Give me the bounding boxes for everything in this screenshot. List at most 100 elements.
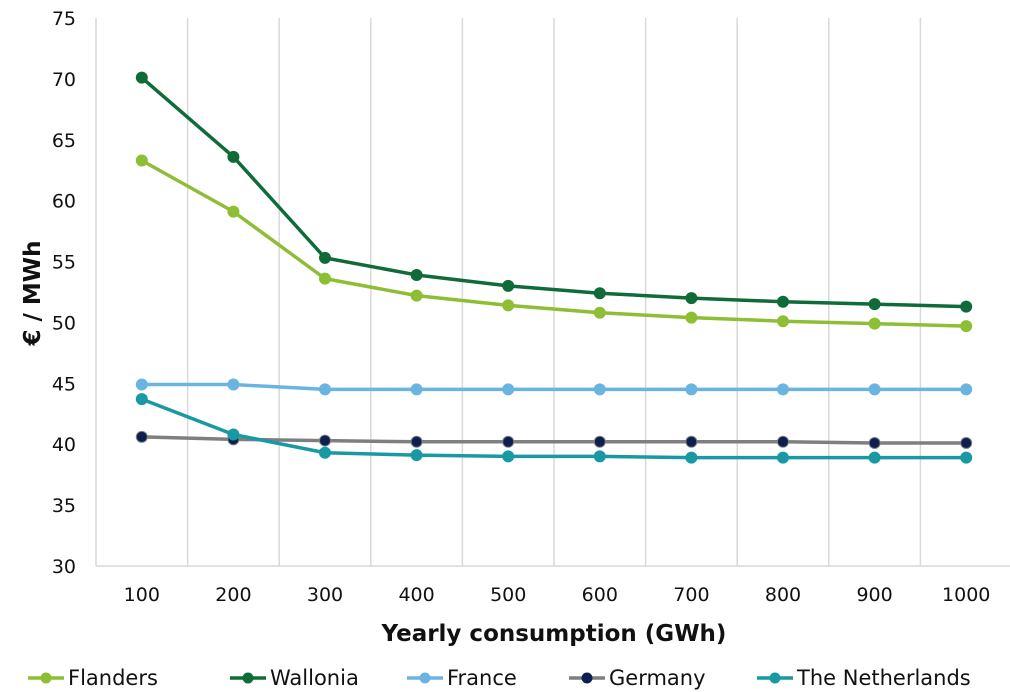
legend-item-germany: Germany (569, 666, 706, 690)
data-point (593, 306, 606, 319)
legend-label: France (447, 666, 517, 690)
data-point (319, 434, 331, 447)
x-axis-title: Yearly consumption (GWh) (381, 621, 727, 647)
series-wallonia (135, 71, 973, 313)
data-point (502, 435, 515, 448)
data-point (319, 272, 331, 285)
data-point (502, 299, 515, 312)
series-line (141, 397, 967, 460)
data-point (685, 292, 698, 305)
data-point (777, 435, 789, 448)
series-germany (135, 430, 973, 450)
data-point (685, 311, 698, 324)
y-axis-title: € / MWh (20, 240, 46, 346)
axes (95, 18, 1010, 567)
data-point (227, 150, 240, 163)
data-point (502, 450, 515, 463)
data-point (777, 295, 789, 308)
legend-item-france: France (407, 666, 517, 690)
data-point (227, 378, 240, 391)
data-point (227, 205, 240, 218)
x-tick-label: 700 (673, 584, 709, 606)
legend-item-flanders: Flanders (28, 666, 158, 690)
data-point (410, 383, 423, 396)
data-point (868, 437, 881, 450)
data-point (319, 446, 331, 459)
series-france (135, 378, 973, 396)
data-point (960, 320, 973, 333)
series-flanders (135, 154, 973, 333)
data-point (135, 154, 148, 167)
series-the-netherlands (135, 393, 973, 464)
x-tick-label: 900 (856, 584, 892, 606)
data-point (685, 383, 698, 396)
data-point (868, 317, 881, 330)
data-point (868, 383, 881, 396)
data-point (593, 435, 606, 448)
y-tick-label: 45 (52, 373, 76, 395)
y-tick-label: 55 (52, 252, 76, 274)
legend-label: Germany (609, 666, 706, 690)
data-point (502, 383, 515, 396)
legend-item-the-netherlands: The Netherlands (757, 666, 971, 690)
x-tick-label: 500 (490, 584, 526, 606)
legend: Flanders Wallonia France Germany The Netherl… (28, 666, 971, 690)
data-point (410, 268, 423, 281)
data-point (410, 435, 423, 448)
data-point (960, 300, 973, 313)
x-tick-label: 100 (124, 584, 160, 606)
y-tick-label: 75 (52, 8, 76, 30)
data-point (135, 378, 148, 391)
data-point (868, 298, 881, 311)
legend-swatch-marker (40, 672, 52, 684)
data-point (593, 450, 606, 463)
grid-lines (186, 18, 922, 566)
data-point (319, 383, 331, 396)
y-tick-label: 30 (52, 556, 76, 578)
y-tick-label: 50 (52, 312, 76, 334)
data-point (960, 451, 973, 464)
y-tick-label: 70 (52, 69, 76, 91)
y-axis-ticks: 30 35 40 45 50 55 60 65 70 75 (52, 8, 76, 578)
y-tick-label: 60 (52, 191, 76, 213)
legend-label: The Netherlands (796, 666, 971, 690)
data-point (319, 251, 331, 264)
data-point (685, 451, 698, 464)
y-tick-label: 65 (52, 130, 76, 152)
series-line (141, 435, 967, 445)
y-tick-label: 35 (52, 495, 76, 517)
data-point (960, 383, 973, 396)
data-point (777, 315, 789, 328)
series-line (140, 158, 967, 328)
data-point (135, 430, 148, 443)
legend-item-wallonia: Wallonia (230, 666, 359, 690)
x-axis-ticks: 100 200 300 400 500 600 700 800 900 1000 (124, 584, 991, 606)
legend-label: Wallonia (270, 666, 359, 690)
data-point (868, 451, 881, 464)
legend-swatch-marker (581, 672, 593, 684)
x-tick-label: 400 (398, 584, 434, 606)
legend-swatch-marker (419, 672, 431, 684)
y-tick-label: 40 (52, 434, 76, 456)
data-point (685, 435, 698, 448)
legend-swatch-marker (769, 672, 781, 684)
x-tick-label: 300 (307, 584, 343, 606)
data-point (410, 449, 423, 462)
x-tick-label: 800 (765, 584, 801, 606)
data-point (227, 428, 240, 441)
data-point (410, 289, 423, 302)
x-tick-label: 200 (215, 584, 251, 606)
data-point (593, 287, 606, 300)
data-point (777, 451, 789, 464)
series-line (140, 76, 967, 309)
x-tick-label: 1000 (942, 584, 990, 606)
data-point (135, 71, 148, 84)
legend-label: Flanders (68, 666, 158, 690)
data-point (593, 383, 606, 396)
data-point (960, 437, 973, 450)
data-point (502, 279, 515, 292)
series-line (141, 382, 967, 392)
series-lines (135, 71, 973, 464)
